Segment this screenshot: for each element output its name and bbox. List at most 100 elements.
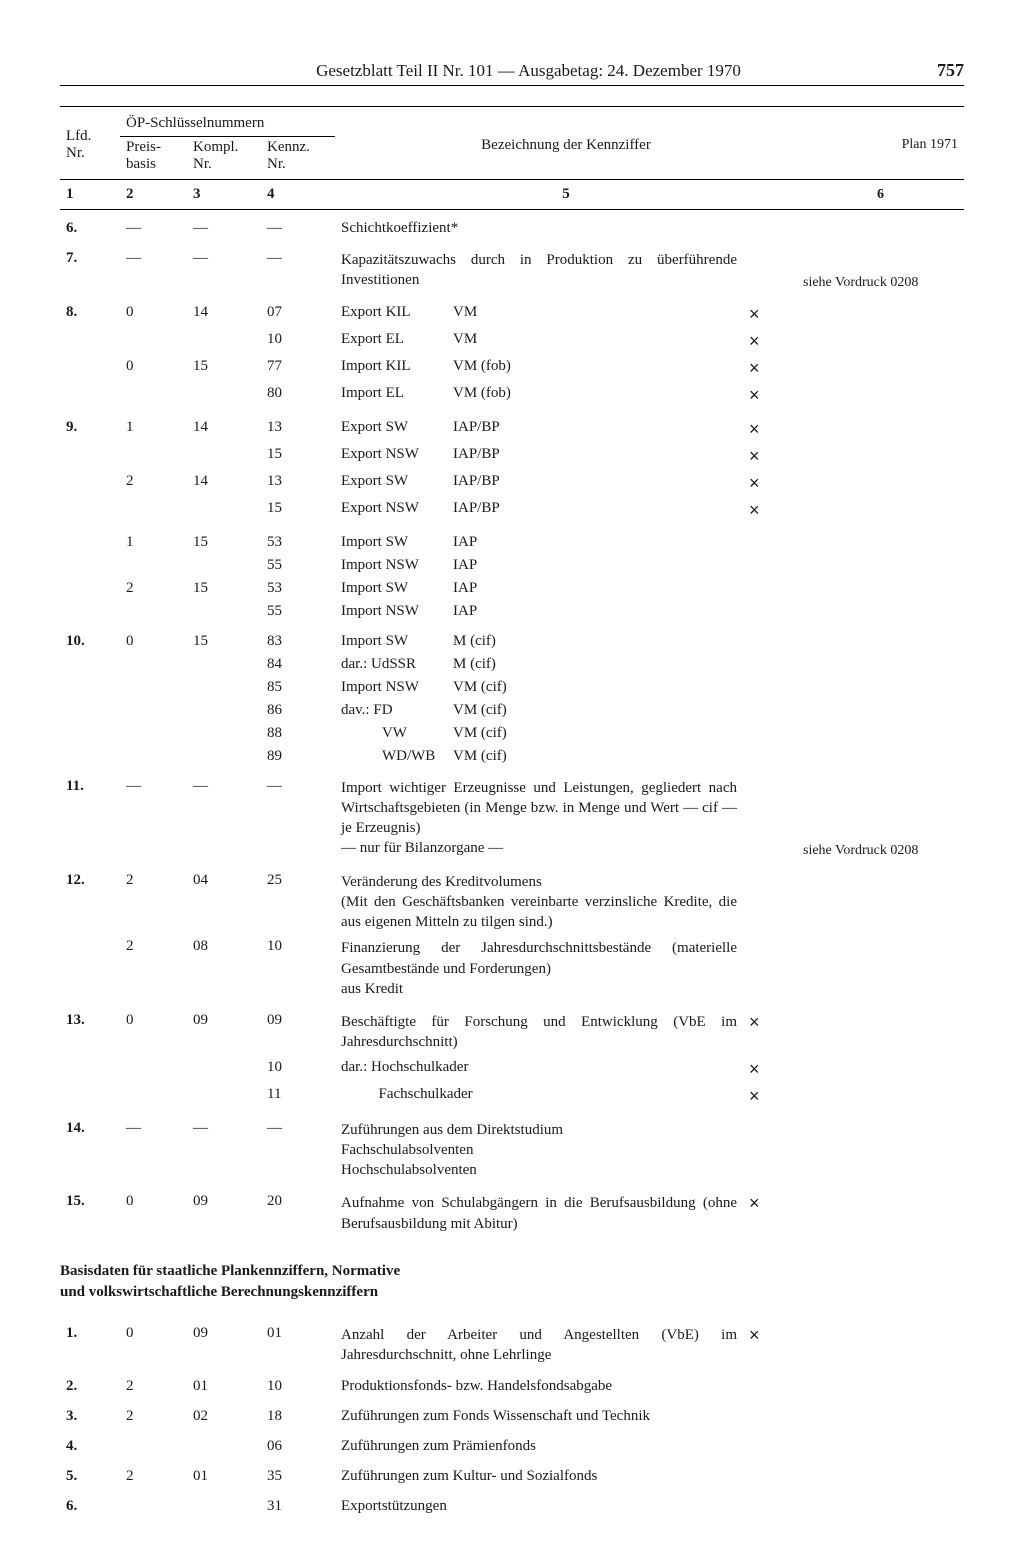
cell-desc: dar.: UdSSRM (cif) xyxy=(335,653,743,676)
cell-kompl: — xyxy=(187,210,261,241)
table-row: 11553Import SWIAP xyxy=(60,524,964,554)
table-row: 01577Import KILVM (fob)× xyxy=(60,355,964,382)
cell-kompl: 09 xyxy=(187,1002,261,1056)
cell-lfd: 12. xyxy=(60,862,120,936)
cell-desc: Produktionsfonds- bzw. Handelsfondsabgab… xyxy=(335,1368,743,1398)
cell-desc: dar.: Hochschulkader xyxy=(335,1056,743,1083)
table-row: 15Export NSWIAP/BP× xyxy=(60,497,964,524)
cell-mark: × xyxy=(743,443,797,470)
cell-note xyxy=(797,1083,964,1110)
cell-note xyxy=(797,328,964,355)
table-row: 7.———Kapazitätszuwachs durch in Produkti… xyxy=(60,240,964,294)
cell-note xyxy=(797,554,964,577)
cell-note xyxy=(797,862,964,936)
cell-mark: × xyxy=(743,1002,797,1056)
cell-kennz: 80 xyxy=(261,382,335,409)
cell-note xyxy=(797,1056,964,1083)
cell-preisbasis: 1 xyxy=(120,524,187,554)
col-kennz: Kennz. Nr. xyxy=(261,137,335,180)
cell-lfd xyxy=(60,443,120,470)
cell-kompl xyxy=(187,1083,261,1110)
colnum-5: 5 xyxy=(335,180,797,210)
cell-mark: × xyxy=(743,328,797,355)
cell-preisbasis: — xyxy=(120,768,187,862)
cell-preisbasis: 0 xyxy=(120,294,187,328)
cell-mark xyxy=(743,1458,797,1488)
cell-note xyxy=(797,1488,964,1518)
col-kompl: Kompl. Nr. xyxy=(187,137,261,180)
cell-preisbasis xyxy=(120,745,187,768)
cell-kompl xyxy=(187,722,261,745)
cell-kennz: 77 xyxy=(261,355,335,382)
cell-kompl: 14 xyxy=(187,409,261,443)
cell-preisbasis xyxy=(120,328,187,355)
cell-mark: × xyxy=(743,470,797,497)
cell-desc: Anzahl der Arbeiter und Angestellten (Vb… xyxy=(335,1315,743,1369)
cell-desc: Import NSWIAP xyxy=(335,600,743,623)
cell-desc: Import NSWVM (cif) xyxy=(335,676,743,699)
cell-preisbasis xyxy=(120,1488,187,1518)
cell-lfd xyxy=(60,497,120,524)
cell-kennz: 53 xyxy=(261,577,335,600)
cell-kompl: 14 xyxy=(187,294,261,328)
colnum-2: 2 xyxy=(120,180,187,210)
cell-kompl: 01 xyxy=(187,1368,261,1398)
cell-kennz: 84 xyxy=(261,653,335,676)
table-row: 13.00909Beschäftigte für Forschung und E… xyxy=(60,1002,964,1056)
cell-mark: × xyxy=(743,294,797,328)
cell-desc: Exportstützungen xyxy=(335,1488,743,1518)
cell-preisbasis: 2 xyxy=(120,1368,187,1398)
cell-lfd xyxy=(60,1083,120,1110)
cell-note xyxy=(797,1183,964,1237)
cell-desc: Aufnahme von Schulabgängern in die Beruf… xyxy=(335,1183,743,1237)
cell-kompl: 09 xyxy=(187,1315,261,1369)
cell-note xyxy=(797,1398,964,1428)
cell-lfd: 1. xyxy=(60,1315,120,1369)
cell-mark xyxy=(743,1110,797,1184)
table-row: 6.31Exportstützungen xyxy=(60,1488,964,1518)
cell-desc: Veränderung des Kreditvolumens (Mit den … xyxy=(335,862,743,936)
cell-kennz: — xyxy=(261,768,335,862)
cell-kompl xyxy=(187,328,261,355)
cell-note xyxy=(797,470,964,497)
header-title: Gesetzblatt Teil II Nr. 101 — Ausgabetag… xyxy=(120,61,937,81)
cell-kompl xyxy=(187,443,261,470)
table-row: 10Export ELVM× xyxy=(60,328,964,355)
cell-preisbasis: 0 xyxy=(120,1002,187,1056)
cell-kennz: — xyxy=(261,1110,335,1184)
cell-preisbasis: — xyxy=(120,210,187,241)
cell-kompl xyxy=(187,497,261,524)
cell-note xyxy=(797,722,964,745)
cell-preisbasis: 2 xyxy=(120,935,187,1002)
cell-note xyxy=(797,577,964,600)
cell-kennz: 55 xyxy=(261,554,335,577)
cell-note xyxy=(797,1110,964,1184)
cell-preisbasis xyxy=(120,554,187,577)
cell-kennz: 09 xyxy=(261,1002,335,1056)
cell-preisbasis: 0 xyxy=(120,623,187,653)
cell-desc: Import SWIAP xyxy=(335,524,743,554)
table-row: 9.11413Export SWIAP/BP× xyxy=(60,409,964,443)
table-row: 21413Export SWIAP/BP× xyxy=(60,470,964,497)
cell-desc: Fachschulkader xyxy=(335,1083,743,1110)
cell-note xyxy=(797,745,964,768)
cell-kennz: 11 xyxy=(261,1083,335,1110)
cell-note xyxy=(797,623,964,653)
table-row: 84dar.: UdSSRM (cif) xyxy=(60,653,964,676)
cell-desc: Export SWIAP/BP xyxy=(335,409,743,443)
cell-lfd: 14. xyxy=(60,1110,120,1184)
cell-preisbasis: — xyxy=(120,1110,187,1184)
colnum-3: 3 xyxy=(187,180,261,210)
cell-kennz: 07 xyxy=(261,294,335,328)
cell-desc: Import SWM (cif) xyxy=(335,623,743,653)
cell-mark xyxy=(743,722,797,745)
cell-kompl xyxy=(187,382,261,409)
cell-preisbasis xyxy=(120,497,187,524)
cell-desc: Schichtkoeffizient* xyxy=(335,210,743,241)
colnum-1: 1 xyxy=(60,180,120,210)
cell-mark xyxy=(743,1368,797,1398)
cell-desc: Kapazitätszuwachs durch in Produktion zu… xyxy=(335,240,743,294)
cell-lfd: 8. xyxy=(60,294,120,328)
cell-note xyxy=(797,409,964,443)
cell-mark xyxy=(743,1488,797,1518)
